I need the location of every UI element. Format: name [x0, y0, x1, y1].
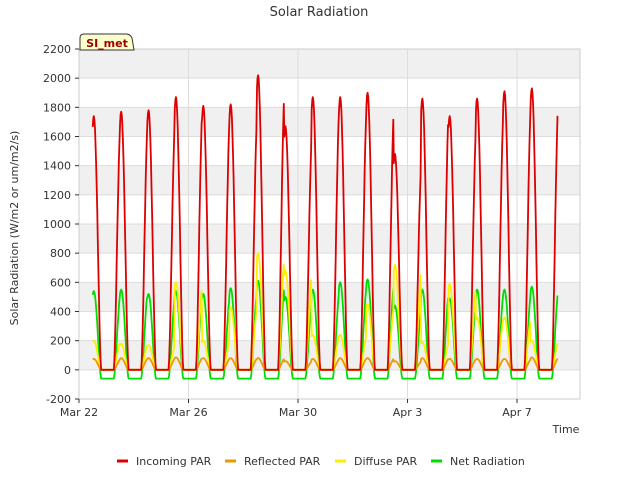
chart-title: Solar Radiation	[270, 5, 369, 20]
y-tick-label: 1400	[43, 160, 71, 173]
y-axis-ticks: -200 0 200 400 600 800 1000 1200 1400 1600 1800 200…	[43, 43, 79, 406]
x-tick-label: Apr 7	[502, 406, 532, 419]
y-tick-label: 1200	[43, 189, 71, 202]
legend-label: Incoming PAR	[136, 455, 212, 468]
y-tick-label: 0	[64, 364, 71, 377]
plot-band	[79, 107, 580, 137]
y-axis-label: Solar Radiation (W/m2 or um/m2/s)	[8, 131, 21, 326]
series-line-incoming-par	[91, 74, 559, 371]
x-tick-label: Mar 30	[279, 406, 317, 419]
legend-label: Reflected PAR	[244, 455, 321, 468]
y-tick-label: 1000	[43, 218, 71, 231]
x-tick-label: Apr 3	[393, 406, 423, 419]
x-tick-label: Mar 22	[60, 406, 98, 419]
legend-label: Diffuse PAR	[354, 455, 418, 468]
legend: Incoming PAR Reflected PAR Diffuse PAR Net …	[117, 455, 525, 468]
x-axis-ticks: Mar 22 Mar 26 Mar 30 Apr 3 Apr 7	[60, 399, 532, 419]
y-tick-label: -200	[46, 393, 71, 406]
plot-band	[79, 224, 580, 254]
site-label-box: SI_met	[79, 33, 135, 51]
y-tick-label: 400	[50, 306, 71, 319]
y-tick-label: 200	[50, 335, 71, 348]
plot-band	[79, 49, 580, 79]
y-tick-label: 1800	[43, 101, 71, 114]
y-tick-label: 600	[50, 276, 71, 289]
y-tick-label: 2000	[43, 72, 71, 85]
legend-label: Net Radiation	[450, 455, 525, 468]
site-label: SI_met	[86, 37, 128, 50]
series-lines	[91, 74, 559, 380]
x-tick-label: Mar 26	[169, 406, 207, 419]
y-tick-label: 2200	[43, 43, 71, 56]
y-tick-label: 1600	[43, 131, 71, 144]
y-tick-label: 800	[50, 247, 71, 260]
plot-band	[79, 165, 580, 195]
plot-band	[79, 282, 580, 312]
x-axis-label: Time	[552, 423, 580, 436]
